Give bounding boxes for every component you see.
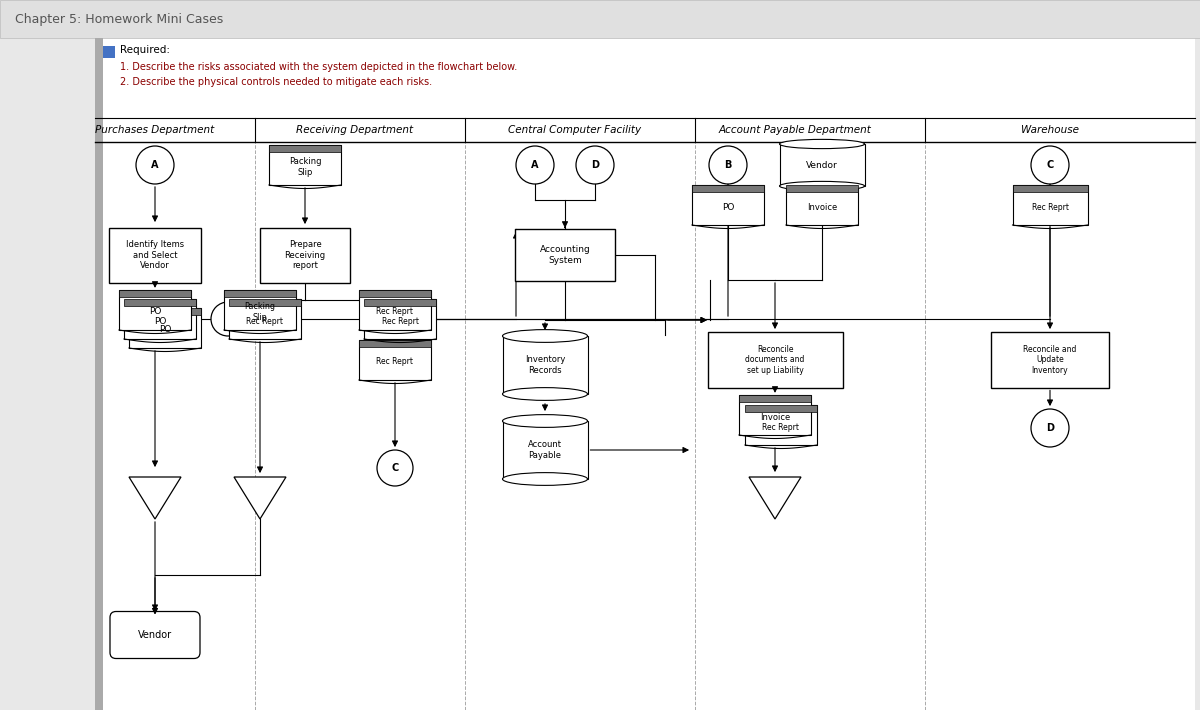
Ellipse shape [503, 388, 588, 400]
Circle shape [377, 450, 413, 486]
FancyBboxPatch shape [692, 185, 764, 225]
FancyBboxPatch shape [95, 38, 1195, 710]
Text: Rec Reprt: Rec Reprt [377, 358, 414, 366]
Polygon shape [234, 477, 286, 519]
FancyBboxPatch shape [359, 340, 431, 380]
FancyBboxPatch shape [130, 308, 200, 348]
FancyBboxPatch shape [739, 395, 811, 402]
FancyBboxPatch shape [745, 405, 817, 445]
FancyBboxPatch shape [786, 185, 858, 225]
Text: Inventory
Records: Inventory Records [524, 355, 565, 375]
Text: Vendor: Vendor [138, 630, 172, 640]
FancyBboxPatch shape [1013, 185, 1087, 225]
Circle shape [136, 146, 174, 184]
Text: Vendor: Vendor [806, 160, 838, 170]
Text: Identify Items
and Select
Vendor: Identify Items and Select Vendor [126, 240, 184, 270]
Text: Invoice: Invoice [760, 413, 790, 422]
Text: Rec Reprt: Rec Reprt [382, 317, 419, 325]
Text: Warehouse: Warehouse [1021, 125, 1079, 135]
FancyBboxPatch shape [224, 290, 296, 330]
FancyBboxPatch shape [739, 395, 811, 435]
FancyBboxPatch shape [110, 611, 200, 658]
FancyBboxPatch shape [124, 299, 196, 306]
FancyBboxPatch shape [503, 336, 588, 394]
Text: Chapter 5: Homework Mini Cases: Chapter 5: Homework Mini Cases [14, 13, 223, 26]
FancyBboxPatch shape [991, 332, 1109, 388]
Text: PO: PO [158, 325, 172, 334]
Text: PO: PO [149, 307, 161, 317]
Ellipse shape [780, 139, 864, 148]
FancyBboxPatch shape [786, 185, 858, 192]
Polygon shape [749, 477, 802, 519]
FancyBboxPatch shape [359, 290, 431, 297]
Circle shape [1031, 146, 1069, 184]
FancyBboxPatch shape [364, 299, 436, 306]
Text: Account
Payable: Account Payable [528, 440, 562, 459]
FancyBboxPatch shape [124, 299, 196, 339]
FancyBboxPatch shape [119, 290, 191, 330]
Text: B: B [725, 160, 732, 170]
Text: B: B [224, 314, 232, 324]
FancyBboxPatch shape [260, 227, 350, 283]
Text: A: A [532, 160, 539, 170]
Circle shape [211, 302, 245, 336]
FancyBboxPatch shape [119, 290, 191, 297]
Ellipse shape [503, 415, 588, 427]
FancyBboxPatch shape [359, 290, 431, 330]
Text: 1. Describe the risks associated with the system depicted in the flowchart below: 1. Describe the risks associated with th… [120, 62, 517, 72]
FancyBboxPatch shape [269, 145, 341, 152]
FancyBboxPatch shape [130, 308, 200, 315]
FancyBboxPatch shape [269, 145, 341, 185]
Text: Packing
Slip: Packing Slip [289, 158, 322, 177]
Text: D: D [592, 160, 599, 170]
FancyBboxPatch shape [0, 0, 1200, 38]
FancyBboxPatch shape [229, 299, 301, 339]
Text: Rec Reprt: Rec Reprt [1032, 202, 1068, 212]
Text: C: C [391, 463, 398, 473]
Ellipse shape [503, 473, 588, 486]
Polygon shape [130, 477, 181, 519]
FancyBboxPatch shape [745, 405, 817, 413]
FancyBboxPatch shape [515, 229, 616, 281]
FancyBboxPatch shape [359, 340, 431, 347]
Text: PO: PO [722, 202, 734, 212]
Circle shape [709, 146, 746, 184]
Text: Accounting
System: Accounting System [540, 245, 590, 265]
Circle shape [576, 146, 614, 184]
Text: Rec Reprt: Rec Reprt [762, 422, 799, 432]
Circle shape [516, 146, 554, 184]
FancyBboxPatch shape [708, 332, 842, 388]
FancyBboxPatch shape [95, 38, 103, 710]
FancyBboxPatch shape [780, 144, 864, 186]
Ellipse shape [780, 181, 864, 190]
Text: Central Computer Facility: Central Computer Facility [509, 125, 642, 135]
Text: Packing
Slip: Packing Slip [245, 302, 276, 322]
Text: 2. Describe the physical controls needed to mitigate each risks.: 2. Describe the physical controls needed… [120, 77, 432, 87]
FancyBboxPatch shape [109, 227, 202, 283]
Text: C: C [1046, 160, 1054, 170]
FancyBboxPatch shape [103, 46, 115, 58]
Text: Rec Reprt: Rec Reprt [246, 317, 283, 325]
Text: Reconcile
documents and
set up Liability: Reconcile documents and set up Liability [745, 345, 805, 375]
Text: Purchases Department: Purchases Department [95, 125, 215, 135]
Text: Reconcile and
Update
Inventory: Reconcile and Update Inventory [1024, 345, 1076, 375]
Ellipse shape [503, 329, 588, 342]
Text: Rec Reprt: Rec Reprt [377, 307, 414, 317]
Text: D: D [1046, 423, 1054, 433]
Text: Invoice: Invoice [806, 202, 838, 212]
Text: Required:: Required: [120, 45, 170, 55]
FancyBboxPatch shape [1013, 185, 1087, 192]
Text: A: A [151, 160, 158, 170]
FancyBboxPatch shape [503, 421, 588, 479]
Text: Prepare
Receiving
report: Prepare Receiving report [284, 240, 325, 270]
Text: Account Payable Department: Account Payable Department [719, 125, 871, 135]
FancyBboxPatch shape [692, 185, 764, 192]
Circle shape [1031, 409, 1069, 447]
FancyBboxPatch shape [224, 290, 296, 297]
FancyBboxPatch shape [364, 299, 436, 339]
Text: Receiving Department: Receiving Department [296, 125, 414, 135]
FancyBboxPatch shape [229, 299, 301, 306]
Text: PO: PO [154, 317, 166, 325]
